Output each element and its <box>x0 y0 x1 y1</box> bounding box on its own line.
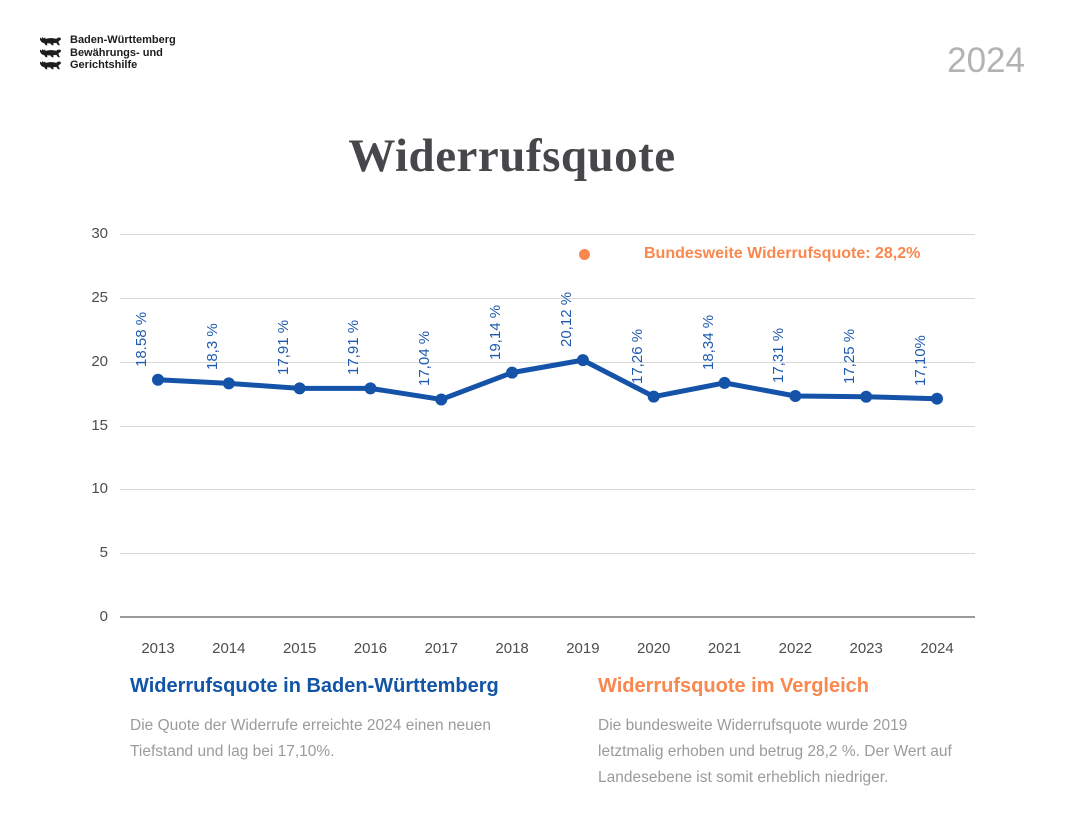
data-point <box>789 390 802 403</box>
x-axis-line <box>120 616 975 618</box>
x-axis-tick-label: 2023 <box>849 640 883 657</box>
logo-text-line: Gerichtshilfe <box>70 59 138 71</box>
data-point <box>506 366 519 379</box>
bw-lion-icon <box>39 36 61 46</box>
gridline <box>120 489 975 490</box>
data-point <box>435 393 448 406</box>
y-axis-tick-label: 15 <box>91 416 108 434</box>
section-heading-baden-wuerttemberg: Widerrufsquote in Baden-Württemberg <box>130 675 499 697</box>
gridline <box>120 298 975 299</box>
logo-text: Baden-Württemberg Bewährungs- und Gerich… <box>70 34 176 72</box>
year-badge: 2024 <box>947 41 1025 80</box>
legend-label: Bundesweite Widerrufsquote: 28,2% <box>644 245 921 262</box>
bw-lion-icon <box>39 60 61 70</box>
data-point-label: 19,14 % <box>487 304 505 360</box>
data-point <box>718 376 731 389</box>
legend-dot-icon <box>579 249 590 260</box>
data-point-label: 18.58 % <box>133 311 150 367</box>
x-axis-tick-label: 2019 <box>566 640 600 657</box>
x-axis-tick-label: 2022 <box>778 640 813 657</box>
x-axis-tick-label: 2014 <box>212 640 246 657</box>
section-body-vergleich: Die bundesweite Widerrufsquote wurde 201… <box>598 717 952 786</box>
trend-line <box>155 357 940 402</box>
bw-lion-icon <box>39 48 61 58</box>
x-axis-tick-label: 2024 <box>920 640 954 657</box>
x-axis-tick-label: 2013 <box>141 640 175 657</box>
data-point-label: 17,91 % <box>274 320 292 376</box>
y-axis-tick-label: 30 <box>91 225 108 242</box>
y-axis-tick-label: 25 <box>91 288 108 306</box>
x-axis-tick-label: 2020 <box>637 640 671 657</box>
gridline <box>120 362 975 363</box>
gridline <box>120 553 975 554</box>
y-axis-tick-label: 0 <box>99 608 108 625</box>
data-point <box>860 390 873 403</box>
logo-text-line: Baden-Württemberg <box>70 34 176 46</box>
data-point-label: 17,25 % <box>841 328 859 384</box>
header-logo: Baden-Württemberg Bewährungs- und Gerich… <box>38 34 176 72</box>
data-point-label: 17,10% <box>912 334 929 386</box>
y-axis-tick-label: 10 <box>91 480 108 498</box>
bw-coat-of-arms <box>38 34 63 70</box>
data-point-label: 17,26 % <box>628 328 646 384</box>
data-point-label: 17,91 % <box>345 320 363 376</box>
data-point <box>931 392 943 405</box>
section-body-baden-wuerttemberg: Die Quote der Widerrufe erreichte 2024 e… <box>130 717 492 760</box>
x-axis-tick-label: 2021 <box>707 640 742 657</box>
y-axis-tick-label: 5 <box>99 544 108 562</box>
logo-text-line: Bewährungs- und <box>70 46 163 59</box>
y-axis-tick-label: 20 <box>91 352 108 370</box>
data-point-label: 18,34 % <box>699 314 717 370</box>
section-heading-vergleich: Widerrufsquote im Vergleich <box>598 675 869 697</box>
page-title: Widerrufsquote <box>348 130 676 183</box>
data-point <box>293 382 306 395</box>
x-axis-tick-label: 2016 <box>353 640 388 657</box>
gridline <box>120 426 975 427</box>
x-axis-tick-label: 2015 <box>282 640 317 657</box>
data-point-label: 20,12 % <box>557 292 575 348</box>
data-point <box>222 377 235 390</box>
gridline <box>120 234 975 235</box>
data-point-label: 17,31 % <box>770 327 788 383</box>
x-axis-tick-label: 2018 <box>495 640 529 657</box>
data-point-label: 17,04 % <box>416 331 434 387</box>
data-point <box>647 390 660 403</box>
data-point-label: 18,3 % <box>203 323 221 371</box>
data-point <box>576 354 589 367</box>
x-axis-tick-label: 2017 <box>424 640 458 657</box>
data-point <box>152 373 164 386</box>
data-point <box>364 382 377 395</box>
